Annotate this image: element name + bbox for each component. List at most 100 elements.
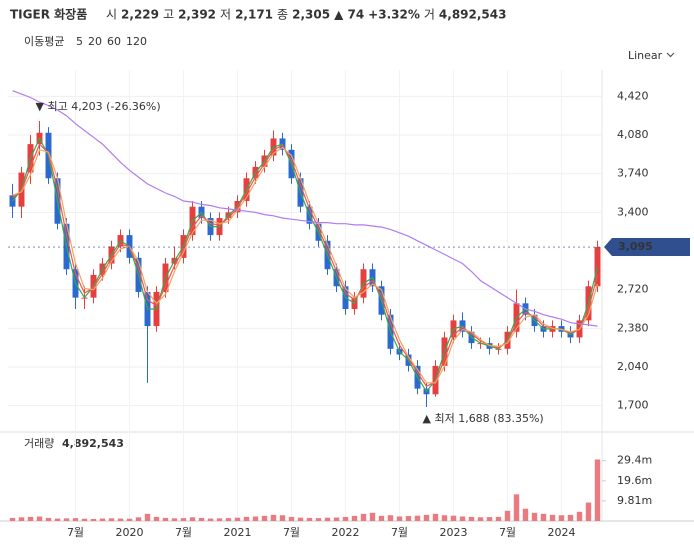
legend-entry[interactable]: 20: [88, 35, 102, 48]
y-tick-label: 3,740: [617, 167, 649, 180]
volume-bar: [351, 515, 358, 521]
y-tick-label: 2,720: [617, 283, 649, 296]
volume-bar: [189, 517, 196, 521]
volume-bar: [414, 515, 421, 521]
volume-title-value: 4,892,543: [62, 437, 124, 450]
volume-bar: [36, 516, 43, 521]
stat-label: 저: [220, 8, 231, 22]
volume-bar: [54, 518, 61, 521]
volume-bar: [459, 516, 466, 521]
volume-bar: [261, 515, 268, 521]
volume-bar: [225, 518, 232, 521]
volume-bar: [558, 515, 565, 521]
volume-bar: [180, 518, 187, 521]
volume-bar: [333, 517, 340, 521]
x-tick-label: 7월: [175, 526, 192, 539]
change: ▲ 74: [334, 8, 364, 22]
volume-bar: [567, 514, 574, 521]
volume-bar: [279, 515, 286, 521]
price-tag: [604, 238, 690, 257]
volume-bar: [108, 518, 115, 521]
price-tag-label: 3,095: [618, 240, 653, 253]
x-tick-label: 7월: [499, 526, 516, 539]
volume-bar: [369, 512, 376, 521]
ma-legend[interactable]: 5 20 60 120: [76, 35, 147, 48]
volume-bar: [504, 510, 511, 521]
x-tick-label: 2023: [440, 526, 468, 539]
volume-bar: [315, 518, 322, 521]
volume-bar: [117, 518, 124, 521]
volume-bar: [522, 508, 529, 521]
x-tick-label: 2022: [332, 526, 360, 539]
candle-body: [594, 247, 601, 287]
volume-bar: [162, 517, 169, 521]
volume-bar: [585, 502, 592, 521]
dropdown-icon[interactable]: [666, 52, 675, 58]
volume-bar: [135, 517, 142, 521]
volume-bar: [126, 518, 133, 521]
volume-bar: [387, 515, 394, 521]
extreme-annotation: ▲ 최저 1,688 (83.35%): [423, 412, 544, 425]
stat-value: 4,892,543: [439, 8, 507, 22]
volume-bar: [72, 518, 79, 521]
volume-tick-label: 19.6m: [617, 474, 652, 487]
volume-bar: [45, 517, 52, 521]
ma-line: [12, 143, 599, 388]
scale-selector[interactable]: Linear: [628, 49, 663, 62]
stat-value: 2,171: [235, 8, 273, 22]
volume-bar: [576, 511, 583, 521]
volume-bar: [9, 517, 16, 521]
volume-tick-label: 9.81m: [617, 494, 652, 507]
stock-title: TIGER 화장품: [10, 7, 87, 22]
y-tick-label: 1,700: [617, 399, 649, 412]
x-tick-label: 7월: [67, 526, 84, 539]
volume-bar: [252, 516, 259, 521]
stat-value: 2,392: [178, 8, 216, 22]
extreme-annotation: ▼ 최고 4,203 (-26.36%): [36, 100, 161, 113]
volume-bar: [450, 515, 457, 521]
volume-bar: [468, 516, 475, 521]
volume-bar: [594, 459, 601, 521]
volume-bar: [441, 515, 448, 521]
volume-bar: [378, 515, 385, 521]
volume-bar: [99, 518, 106, 521]
stat-value: 2,229: [121, 8, 159, 22]
volume-bar: [423, 514, 430, 521]
ma-line: [12, 90, 598, 327]
x-tick-label: 2020: [116, 526, 144, 539]
volume-bar: [306, 517, 313, 521]
legend-entry[interactable]: 60: [107, 35, 121, 48]
volume-bar: [81, 518, 88, 521]
volume-bar: [531, 512, 538, 521]
legend-entry[interactable]: 120: [126, 35, 147, 48]
header-stats: 시 2,229 고 2,392 저 2,171 종 2,305 ▲ 74 +3.32% 거 4,892…: [106, 8, 506, 22]
stat-label: 시: [106, 8, 117, 22]
volume-bar: [234, 517, 241, 521]
volume-bar: [477, 517, 484, 521]
ma-legend-title: 이동평균: [24, 35, 64, 48]
change-pct: +3.32%: [368, 8, 420, 22]
x-tick-label: 2024: [548, 526, 576, 539]
volume-bar: [288, 516, 295, 521]
volume-bar: [144, 513, 151, 521]
y-tick-label: 2,380: [617, 321, 649, 334]
legend-entry[interactable]: 5: [76, 35, 83, 48]
volume-bar: [486, 517, 493, 521]
volume-bar: [27, 516, 34, 521]
volume-bar: [495, 516, 502, 521]
volume-bar: [432, 513, 439, 521]
volume-bar: [171, 518, 178, 521]
volume-bar: [198, 517, 205, 521]
volume-bar: [396, 516, 403, 521]
y-tick-label: 4,080: [617, 128, 649, 141]
stat-label: 고: [163, 8, 174, 22]
volume-bar: [270, 514, 277, 521]
x-tick-label: 2021: [224, 526, 252, 539]
stat-label: 거: [424, 8, 435, 22]
y-tick-label: 4,420: [617, 89, 649, 102]
volume-bar: [63, 518, 70, 521]
volume-bar: [297, 517, 304, 521]
volume-bar: [540, 513, 547, 521]
volume-bar: [405, 516, 412, 521]
